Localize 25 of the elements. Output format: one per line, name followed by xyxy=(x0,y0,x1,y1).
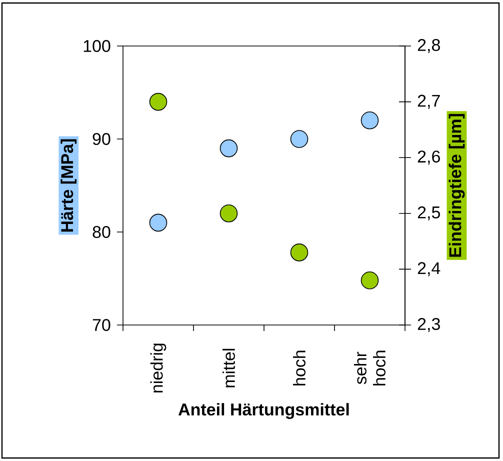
y2-tick-label: 2,3 xyxy=(418,318,440,332)
x-tick-label: mittel xyxy=(222,348,235,388)
point xyxy=(360,271,379,290)
y-tick-label: 80 xyxy=(92,226,110,238)
y-tick-label: 70 xyxy=(92,318,110,332)
point xyxy=(290,130,308,148)
x-tick-label: niedrig xyxy=(150,344,166,392)
y-axis-title: Härte [MPa] xyxy=(60,139,77,232)
y2-axis-title: Eindringtiefe [µm] xyxy=(448,114,465,257)
y-tick-label: 90 xyxy=(92,132,110,146)
y2-tick-label: 2,5 xyxy=(418,206,440,220)
y2-tick-label: 2,7 xyxy=(418,94,440,109)
y2-tick-label: 2,4 xyxy=(418,262,440,276)
point xyxy=(149,92,168,111)
x-tick-label: sehr hoch xyxy=(354,350,386,386)
point xyxy=(290,244,308,262)
y2-tick-label: 2,8 xyxy=(418,38,440,54)
y-tick-label: 100 xyxy=(84,40,110,52)
point xyxy=(149,214,168,232)
point xyxy=(220,204,238,222)
y2-tick-label: 2,6 xyxy=(418,150,440,165)
point xyxy=(220,139,238,158)
x-tick-label: hoch xyxy=(293,350,306,386)
point xyxy=(360,111,379,130)
x-axis-title: Anteil Härtungsmittel xyxy=(178,403,349,419)
